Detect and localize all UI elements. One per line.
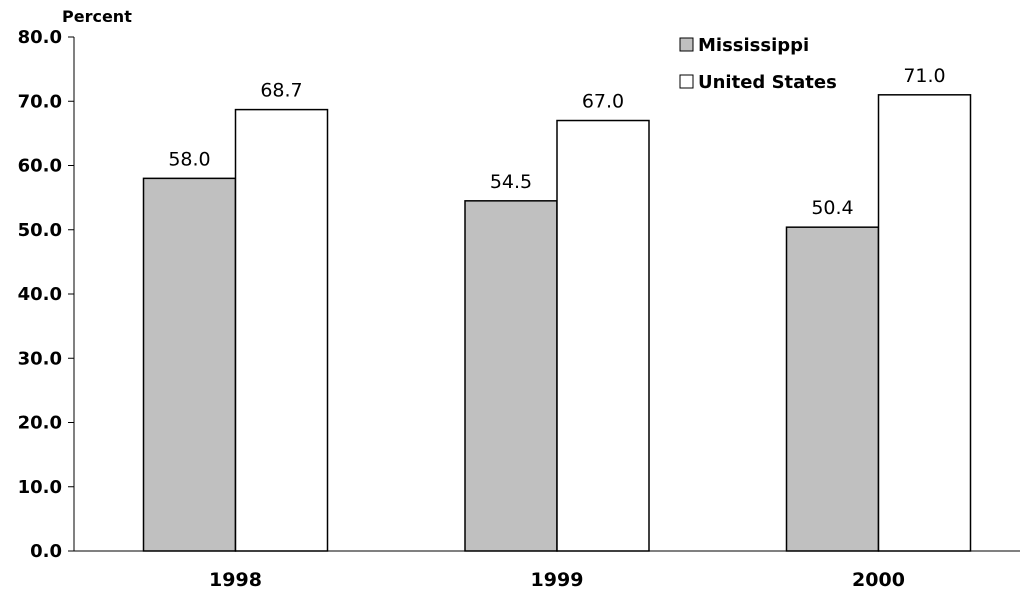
x-tick-label: 1999 <box>531 569 584 591</box>
data-label-united-states-1999: 67.0 <box>582 91 624 113</box>
x-tick-label: 1998 <box>209 569 262 591</box>
bar-mississippi-1998 <box>142 177 237 552</box>
y-tick-label: 60.0 <box>18 156 62 177</box>
bar-united-states-1998 <box>234 108 329 552</box>
bar-united-states-2000 <box>877 94 972 552</box>
bar-mississippi-2000 <box>785 226 880 552</box>
x-tick-label: 2000 <box>852 569 905 591</box>
y-tick-label: 80.0 <box>18 27 62 48</box>
plot-area <box>142 94 972 552</box>
data-label-mississippi-2000: 50.4 <box>811 197 853 219</box>
y-tick-label: 10.0 <box>18 477 62 498</box>
legend-swatch-mississippi <box>679 37 694 52</box>
y-tick-label: 50.0 <box>18 220 62 241</box>
legend: Mississippi United States <box>679 35 837 93</box>
y-tick-label: 70.0 <box>18 91 62 112</box>
legend-label-united-states: United States <box>698 72 837 93</box>
y-tick-label: 30.0 <box>18 348 62 369</box>
legend-swatch-united-states <box>679 74 694 89</box>
data-label-mississippi-1998: 58.0 <box>168 148 210 170</box>
legend-label-mississippi: Mississippi <box>698 35 809 56</box>
data-label-united-states-1998: 68.7 <box>260 80 302 102</box>
y-axis-title: Percent <box>62 7 132 26</box>
y-tick-label: 0.0 <box>30 541 62 562</box>
bar-united-states-1999 <box>556 119 650 552</box>
y-tick-label: 40.0 <box>18 284 62 305</box>
x-axis: 1998 1999 2000 <box>209 569 905 591</box>
y-tick-label: 20.0 <box>18 413 62 434</box>
y-axis: 0.0 10.0 20.0 30.0 40.0 50.0 60.0 70.0 80.0 <box>18 27 74 562</box>
data-label-mississippi-1999: 54.5 <box>490 171 532 193</box>
data-label-united-states-2000: 71.0 <box>903 65 945 87</box>
bar-mississippi-1999 <box>464 200 558 552</box>
data-labels: 58.0 68.7 54.5 67.0 50.4 71.0 <box>168 65 945 219</box>
